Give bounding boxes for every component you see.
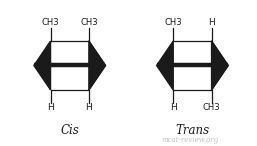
Text: CH3: CH3: [80, 19, 98, 27]
Text: mcat-review.org: mcat-review.org: [161, 136, 218, 144]
Polygon shape: [212, 41, 228, 90]
Text: CH3: CH3: [203, 104, 221, 113]
Text: H: H: [170, 104, 177, 113]
Text: Trans: Trans: [175, 124, 209, 137]
Polygon shape: [34, 41, 51, 90]
Polygon shape: [89, 41, 105, 90]
Text: CH3: CH3: [164, 19, 182, 27]
Text: H: H: [47, 104, 54, 113]
Polygon shape: [157, 41, 173, 90]
Text: Cis: Cis: [60, 124, 79, 137]
Text: H: H: [86, 104, 92, 113]
Text: H: H: [208, 19, 215, 27]
Text: CH3: CH3: [42, 19, 59, 27]
